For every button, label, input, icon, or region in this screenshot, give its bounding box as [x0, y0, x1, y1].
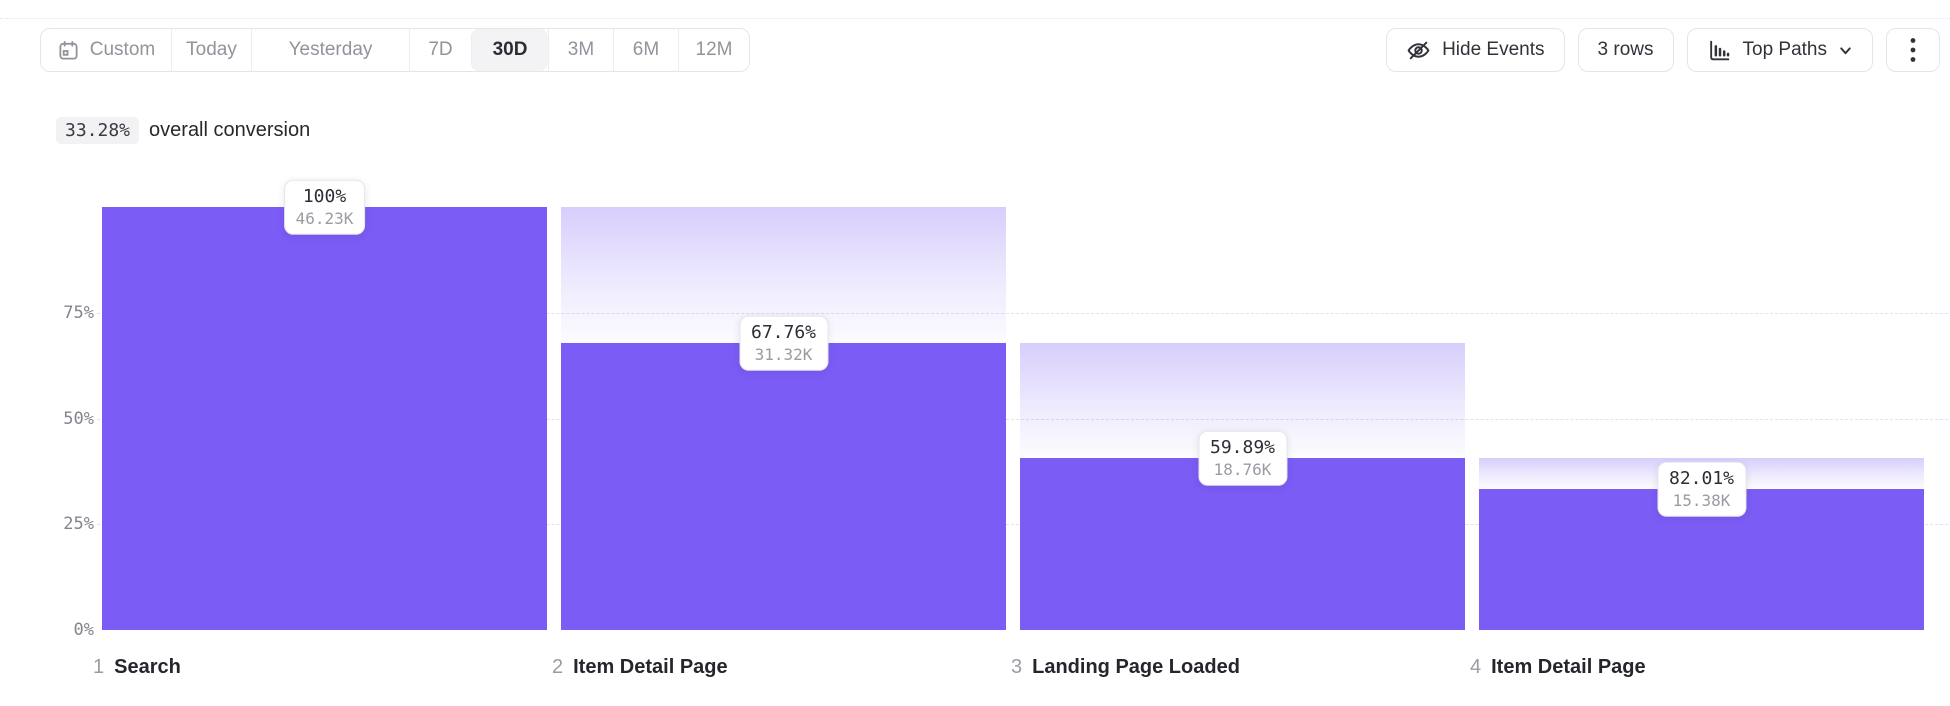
funnel-bar-3[interactable]	[1020, 458, 1465, 630]
date-range-yesterday[interactable]: Yesterday	[251, 29, 409, 71]
step-name: Landing Page Loaded	[1032, 656, 1240, 678]
step-number: 3	[1011, 656, 1023, 678]
date-range-today[interactable]: Today	[171, 29, 251, 71]
date-range-label: 6M	[632, 39, 660, 60]
conversion-percent: 82.01%	[1668, 468, 1735, 490]
rows-label: 3 rows	[1597, 39, 1654, 60]
date-range-3m[interactable]: 3M	[548, 29, 613, 71]
date-range-custom[interactable]: Custom	[41, 29, 171, 71]
conversion-count: 31.32K	[754, 344, 813, 364]
funnel-step-column-1: 100% 46.23K	[102, 179, 547, 630]
top-paths-button[interactable]: Top Paths	[1686, 28, 1873, 72]
y-axis-tick-0: 0%	[73, 620, 94, 640]
funnel-step-column-3: 59.89% 18.76K	[1020, 207, 1465, 630]
histogram-icon	[1707, 38, 1732, 63]
y-axis-tick-75: 75%	[63, 302, 94, 323]
step-number: 4	[1470, 656, 1482, 678]
date-range-label: 12M	[695, 39, 733, 60]
step-label-3: 3 Landing Page Loaded	[1011, 656, 1240, 679]
conversion-percent: 100%	[302, 185, 347, 207]
toolbar-actions: Hide Events 3 rows Top Paths	[1386, 28, 1940, 72]
funnel-chart: 100% 46.23K 67.76% 31.32K 59.89% 18.76K 82.01%…	[102, 179, 1924, 630]
date-range-7d[interactable]: 7D	[409, 29, 471, 71]
funnel-bar-2[interactable]	[561, 343, 1006, 630]
bar-value-tooltip-1: 100% 46.23K	[283, 179, 366, 235]
date-range-12m[interactable]: 12M	[678, 29, 749, 71]
date-range-selector: Custom Today Yesterday 7D 30D 3M 6M 12M	[40, 28, 750, 72]
hide-events-label: Hide Events	[1442, 39, 1545, 60]
date-range-label: 3M	[567, 39, 595, 60]
date-range-30d[interactable]: 30D	[471, 29, 548, 71]
eye-off-icon	[1406, 38, 1431, 63]
funnel-step-column-2: 67.76% 31.32K	[561, 207, 1006, 630]
date-range-6m[interactable]: 6M	[613, 29, 678, 71]
chevron-down-icon	[1838, 43, 1853, 58]
overall-conversion-value: 33.28%	[56, 117, 140, 144]
funnel-bar-1[interactable]	[102, 207, 547, 630]
conversion-count: 15.38K	[1672, 490, 1731, 510]
step-name: Item Detail Page	[1491, 656, 1646, 678]
y-axis-tick-50: 50%	[63, 408, 94, 429]
step-name: Search	[114, 656, 181, 678]
date-range-label: Yesterday	[288, 39, 373, 60]
y-axis-tick-25: 25%	[63, 514, 94, 535]
kebab-menu-icon	[1910, 37, 1916, 63]
date-range-label: 7D	[428, 39, 453, 60]
top-divider	[0, 18, 1950, 19]
funnel-step-column-4: 82.01% 15.38K	[1479, 207, 1924, 630]
step-number: 2	[552, 656, 564, 678]
date-range-label: 30D	[492, 39, 528, 60]
step-label-4: 4 Item Detail Page	[1470, 656, 1646, 679]
calendar-icon	[57, 39, 80, 62]
conversion-count: 18.76K	[1213, 459, 1272, 479]
rows-button[interactable]: 3 rows	[1577, 28, 1674, 72]
conversion-count: 46.23K	[295, 208, 354, 228]
conversion-percent: 67.76%	[750, 322, 817, 344]
bar-value-tooltip-2: 67.76% 31.32K	[738, 316, 829, 371]
more-options-button[interactable]	[1886, 28, 1940, 72]
step-label-2: 2 Item Detail Page	[552, 656, 728, 679]
bar-value-tooltip-3: 59.89% 18.76K	[1197, 431, 1288, 486]
top-paths-label: Top Paths	[1742, 39, 1828, 60]
overall-conversion: 33.28% overall conversion	[56, 117, 310, 144]
date-range-label: Custom	[89, 39, 156, 60]
overall-conversion-label: overall conversion	[149, 119, 311, 141]
date-range-label: Today	[186, 39, 237, 60]
hide-events-button[interactable]: Hide Events	[1386, 28, 1565, 72]
step-name: Item Detail Page	[573, 656, 728, 678]
bar-value-tooltip-4: 82.01% 15.38K	[1656, 462, 1747, 517]
step-number: 1	[93, 656, 105, 678]
step-label-1: 1 Search	[93, 656, 181, 679]
conversion-percent: 59.89%	[1209, 437, 1276, 459]
